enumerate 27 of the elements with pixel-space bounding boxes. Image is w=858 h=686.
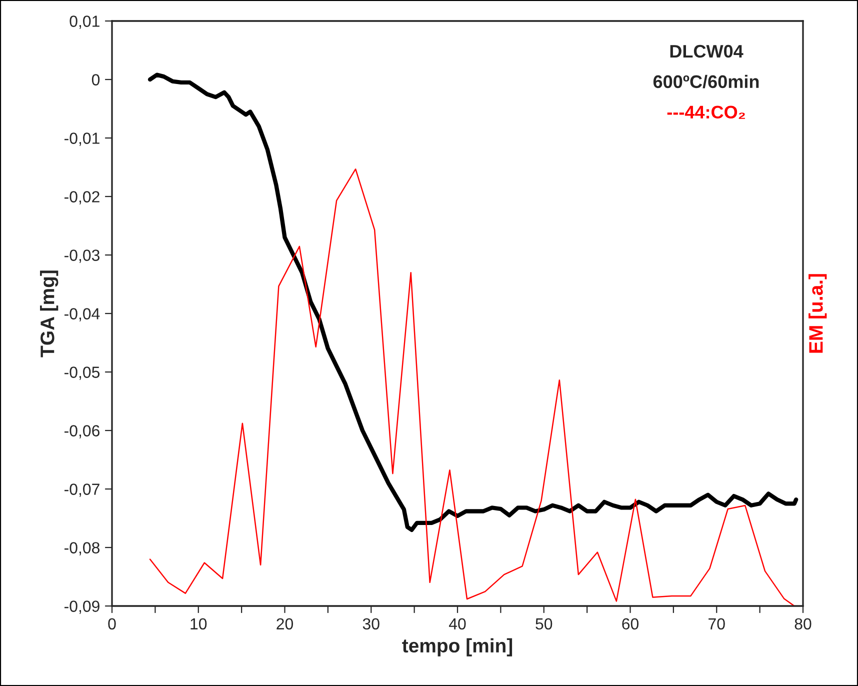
annotation: 600ºC/60min bbox=[653, 74, 759, 88]
x-tick-label: 0 bbox=[108, 618, 116, 630]
x-tick-label: 80 bbox=[794, 618, 812, 630]
y2-axis-title: EM [u.a.] bbox=[808, 274, 827, 353]
y-tick-label: -0,06 bbox=[64, 425, 100, 438]
y-tick-label: -0,03 bbox=[64, 250, 100, 263]
line-series bbox=[148, 72, 798, 532]
y-axis-title: TGA [mg] bbox=[40, 270, 58, 358]
y-tick-label: -0,02 bbox=[64, 191, 100, 204]
x-tick-label: 50 bbox=[536, 618, 552, 630]
x-tick-label: 30 bbox=[362, 618, 380, 630]
y-tick-label: 0,01 bbox=[70, 16, 100, 29]
x-axis-title: tempo [min] bbox=[402, 638, 512, 656]
y-tick-label: -0,07 bbox=[64, 484, 100, 497]
annotation: DLCW04 bbox=[670, 44, 744, 58]
x-tick-label: 70 bbox=[708, 618, 725, 630]
y-tick-label: -0,05 bbox=[64, 366, 100, 380]
x-tick-label: 60 bbox=[622, 618, 639, 630]
y-tick-label: -0,04 bbox=[64, 308, 100, 322]
x-tick-label: 20 bbox=[276, 618, 294, 630]
y-tick-label: -0,09 bbox=[64, 600, 100, 614]
y-tick-label: 0 bbox=[92, 74, 100, 86]
text: ---44:CO₂ bbox=[667, 106, 745, 119]
y-tick-label: -0,01 bbox=[64, 132, 100, 146]
x-tick-label: 40 bbox=[448, 618, 466, 630]
x-tick-label: 10 bbox=[190, 618, 207, 630]
y-tick-label: -0,08 bbox=[64, 542, 100, 556]
